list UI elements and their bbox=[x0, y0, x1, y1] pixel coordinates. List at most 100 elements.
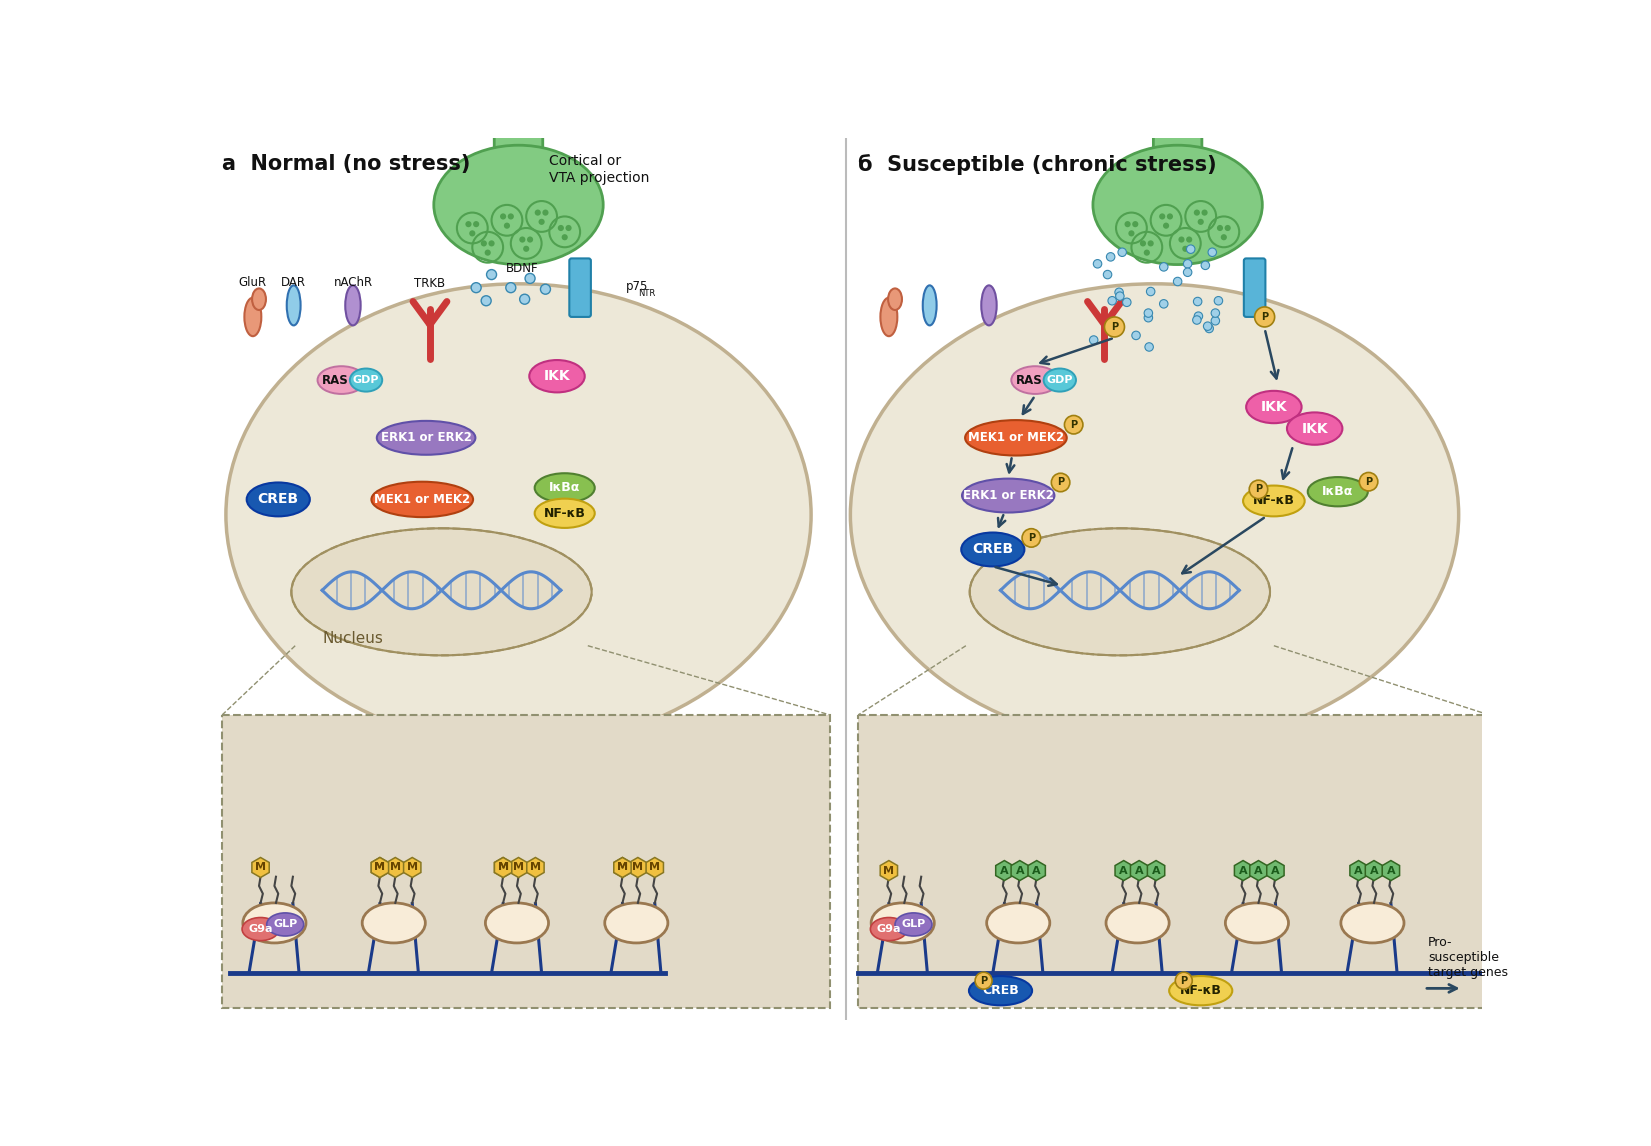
Polygon shape bbox=[371, 857, 388, 878]
Circle shape bbox=[561, 234, 568, 241]
Polygon shape bbox=[1250, 861, 1266, 880]
Ellipse shape bbox=[1169, 976, 1232, 1005]
Circle shape bbox=[1116, 292, 1124, 300]
Circle shape bbox=[1144, 308, 1152, 317]
Text: P: P bbox=[1180, 975, 1187, 986]
Ellipse shape bbox=[981, 285, 997, 325]
Text: IKK: IKK bbox=[1301, 422, 1327, 435]
Ellipse shape bbox=[870, 918, 908, 941]
Ellipse shape bbox=[485, 903, 548, 943]
Circle shape bbox=[1202, 210, 1207, 215]
Text: RAS: RAS bbox=[1015, 374, 1042, 386]
Text: P: P bbox=[1365, 477, 1372, 487]
Circle shape bbox=[1185, 236, 1192, 243]
Text: Nucleus: Nucleus bbox=[322, 630, 383, 645]
Text: M: M bbox=[617, 863, 627, 872]
Text: G9a: G9a bbox=[248, 924, 272, 934]
Text: A: A bbox=[1032, 865, 1042, 876]
Circle shape bbox=[489, 241, 495, 246]
Text: A: A bbox=[1015, 865, 1024, 876]
Bar bbox=[859, 715, 1489, 1007]
Polygon shape bbox=[1351, 861, 1367, 880]
Circle shape bbox=[509, 213, 513, 220]
Text: M: M bbox=[390, 863, 401, 872]
Circle shape bbox=[1065, 416, 1083, 434]
Text: M: M bbox=[883, 865, 895, 876]
Text: A: A bbox=[1238, 865, 1248, 876]
FancyBboxPatch shape bbox=[1243, 258, 1265, 317]
Circle shape bbox=[523, 245, 530, 252]
Circle shape bbox=[976, 972, 992, 989]
Text: GDP: GDP bbox=[353, 375, 380, 385]
Ellipse shape bbox=[244, 298, 261, 336]
Ellipse shape bbox=[923, 285, 936, 325]
FancyBboxPatch shape bbox=[570, 258, 591, 317]
Circle shape bbox=[1197, 219, 1204, 225]
Circle shape bbox=[1194, 297, 1202, 306]
Ellipse shape bbox=[267, 913, 304, 936]
Ellipse shape bbox=[1243, 486, 1304, 517]
Circle shape bbox=[1139, 241, 1146, 246]
Text: IKK: IKK bbox=[543, 369, 570, 383]
Text: IκBα: IκBα bbox=[550, 481, 581, 494]
Circle shape bbox=[1179, 236, 1184, 243]
Circle shape bbox=[558, 225, 565, 231]
Circle shape bbox=[1052, 473, 1070, 492]
Text: A: A bbox=[1001, 865, 1009, 876]
Circle shape bbox=[1159, 299, 1167, 308]
Circle shape bbox=[471, 283, 480, 292]
Text: nAChR: nAChR bbox=[334, 276, 373, 289]
Polygon shape bbox=[1029, 861, 1045, 880]
Circle shape bbox=[525, 274, 535, 283]
Polygon shape bbox=[1235, 861, 1251, 880]
Ellipse shape bbox=[895, 913, 933, 936]
Ellipse shape bbox=[287, 285, 300, 325]
Circle shape bbox=[1212, 308, 1220, 317]
Text: CREB: CREB bbox=[972, 542, 1014, 557]
Circle shape bbox=[1174, 277, 1182, 285]
Text: P: P bbox=[1070, 419, 1076, 430]
Ellipse shape bbox=[1043, 369, 1076, 392]
Text: IKK: IKK bbox=[1261, 400, 1288, 414]
Circle shape bbox=[485, 250, 490, 256]
Polygon shape bbox=[880, 861, 898, 880]
Circle shape bbox=[1192, 316, 1202, 324]
Polygon shape bbox=[494, 857, 512, 878]
Text: A: A bbox=[1354, 865, 1362, 876]
Text: A: A bbox=[1119, 865, 1128, 876]
Circle shape bbox=[1144, 250, 1149, 256]
Ellipse shape bbox=[1288, 413, 1342, 445]
Circle shape bbox=[520, 236, 525, 243]
Polygon shape bbox=[614, 857, 631, 878]
Circle shape bbox=[1147, 241, 1154, 246]
Circle shape bbox=[1105, 317, 1124, 337]
Text: M: M bbox=[649, 863, 660, 872]
Ellipse shape bbox=[872, 903, 934, 943]
Circle shape bbox=[1146, 288, 1156, 296]
Ellipse shape bbox=[535, 473, 594, 502]
Text: M: M bbox=[530, 863, 542, 872]
Text: M: M bbox=[375, 863, 385, 872]
Circle shape bbox=[1220, 234, 1227, 241]
Circle shape bbox=[504, 222, 510, 229]
Bar bbox=[221, 715, 830, 1007]
Circle shape bbox=[1213, 297, 1223, 305]
Text: M: M bbox=[406, 863, 418, 872]
Text: M: M bbox=[254, 863, 266, 872]
Text: M: M bbox=[617, 863, 627, 872]
Circle shape bbox=[1204, 322, 1212, 330]
Circle shape bbox=[1118, 248, 1126, 257]
Text: MEK1 or MEK2: MEK1 or MEK2 bbox=[967, 431, 1063, 445]
Ellipse shape bbox=[362, 903, 426, 943]
Circle shape bbox=[1124, 221, 1131, 227]
Circle shape bbox=[1133, 221, 1138, 227]
Text: NF-κB: NF-κB bbox=[1253, 494, 1294, 508]
Polygon shape bbox=[1131, 861, 1147, 880]
Polygon shape bbox=[253, 857, 269, 878]
Circle shape bbox=[469, 230, 475, 236]
Text: Pro-
susceptible
target genes: Pro- susceptible target genes bbox=[1428, 936, 1507, 979]
Text: CREB: CREB bbox=[982, 984, 1019, 997]
Ellipse shape bbox=[969, 976, 1032, 1005]
Polygon shape bbox=[527, 857, 545, 878]
Text: RAS: RAS bbox=[322, 374, 348, 386]
